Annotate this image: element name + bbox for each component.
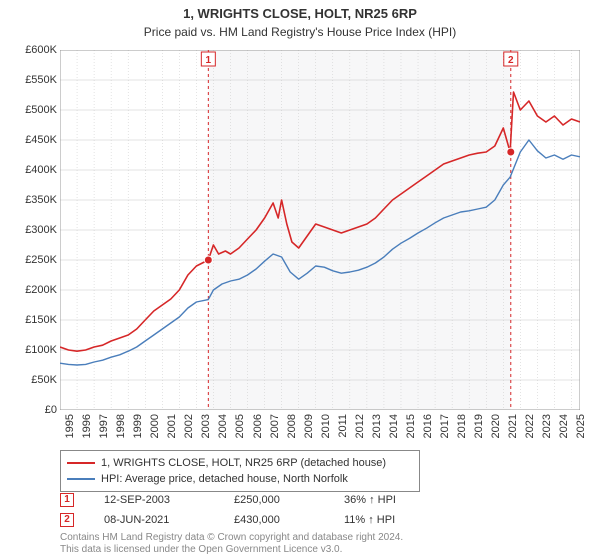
chart-container: 1, WRIGHTS CLOSE, HOLT, NR25 6RP Price p… bbox=[0, 0, 600, 560]
x-tick-label: 2019 bbox=[473, 414, 485, 438]
x-tick-label: 2010 bbox=[320, 414, 332, 438]
legend-label-subject: 1, WRIGHTS CLOSE, HOLT, NR25 6RP (detach… bbox=[101, 455, 386, 471]
y-tick-label: £600K bbox=[2, 44, 57, 56]
sale-row: 2 08-JUN-2021 £430,000 11% ↑ HPI bbox=[60, 510, 580, 530]
x-tick-label: 1999 bbox=[132, 414, 144, 438]
x-tick-label: 1998 bbox=[115, 414, 127, 438]
note-line-1: Contains HM Land Registry data © Crown c… bbox=[60, 532, 403, 544]
x-tick-label: 2024 bbox=[558, 414, 570, 438]
x-tick-label: 2025 bbox=[575, 414, 587, 438]
x-tick-label: 2003 bbox=[200, 414, 212, 438]
x-tick-label: 2020 bbox=[490, 414, 502, 438]
legend-item-subject: 1, WRIGHTS CLOSE, HOLT, NR25 6RP (detach… bbox=[67, 455, 413, 471]
plot-area: 12 £0£50K£100K£150K£200K£250K£300K£350K£… bbox=[60, 50, 580, 410]
chart-svg: 12 bbox=[60, 50, 580, 410]
x-tick-label: 2022 bbox=[524, 414, 536, 438]
sale-marker: 2 bbox=[60, 513, 74, 527]
x-tick-label: 1996 bbox=[81, 414, 93, 438]
x-tick-label: 2014 bbox=[388, 414, 400, 438]
legend-line-hpi bbox=[67, 478, 95, 480]
y-tick-label: £400K bbox=[2, 164, 57, 176]
x-tick-label: 2004 bbox=[217, 414, 229, 438]
x-tick-label: 2006 bbox=[252, 414, 264, 438]
sale-date: 12-SEP-2003 bbox=[104, 494, 204, 506]
x-tick-label: 2005 bbox=[234, 414, 246, 438]
x-tick-label: 2009 bbox=[303, 414, 315, 438]
x-tick-label: 2015 bbox=[405, 414, 417, 438]
sale-delta: 11% ↑ HPI bbox=[344, 514, 395, 526]
x-tick-label: 2017 bbox=[439, 414, 451, 438]
legend-line-subject bbox=[67, 462, 95, 464]
footer-notes: Contains HM Land Registry data © Crown c… bbox=[60, 532, 403, 556]
x-tick-label: 2012 bbox=[354, 414, 366, 438]
sale-row: 1 12-SEP-2003 £250,000 36% ↑ HPI bbox=[60, 490, 580, 510]
x-tick-label: 2011 bbox=[337, 414, 349, 438]
y-tick-label: £350K bbox=[2, 194, 57, 206]
y-tick-label: £200K bbox=[2, 284, 57, 296]
x-tick-label: 2013 bbox=[371, 414, 383, 438]
chart-title: 1, WRIGHTS CLOSE, HOLT, NR25 6RP bbox=[0, 0, 600, 21]
sale-price: £430,000 bbox=[234, 514, 314, 526]
y-tick-label: £0 bbox=[2, 404, 57, 416]
x-tick-label: 2007 bbox=[269, 414, 281, 438]
x-tick-label: 2023 bbox=[541, 414, 553, 438]
sale-price: £250,000 bbox=[234, 494, 314, 506]
x-tick-label: 2008 bbox=[286, 414, 298, 438]
x-tick-label: 2001 bbox=[166, 414, 178, 438]
x-tick-label: 1997 bbox=[98, 414, 110, 438]
y-tick-label: £500K bbox=[2, 104, 57, 116]
y-tick-label: £100K bbox=[2, 344, 57, 356]
sale-date: 08-JUN-2021 bbox=[104, 514, 204, 526]
legend-box: 1, WRIGHTS CLOSE, HOLT, NR25 6RP (detach… bbox=[60, 450, 420, 492]
svg-text:2: 2 bbox=[508, 55, 514, 66]
sale-marker: 1 bbox=[60, 493, 74, 507]
x-tick-label: 2000 bbox=[149, 414, 161, 438]
x-tick-label: 2018 bbox=[456, 414, 468, 438]
sale-delta: 36% ↑ HPI bbox=[344, 494, 396, 506]
y-tick-label: £550K bbox=[2, 74, 57, 86]
y-tick-label: £150K bbox=[2, 314, 57, 326]
x-tick-label: 1995 bbox=[64, 414, 76, 438]
y-tick-label: £300K bbox=[2, 224, 57, 236]
chart-subtitle: Price paid vs. HM Land Registry's House … bbox=[0, 21, 600, 39]
x-tick-label: 2016 bbox=[422, 414, 434, 438]
legend-item-hpi: HPI: Average price, detached house, Nort… bbox=[67, 471, 413, 487]
y-tick-label: £250K bbox=[2, 254, 57, 266]
legend-label-hpi: HPI: Average price, detached house, Nort… bbox=[101, 471, 348, 487]
x-tick-label: 2021 bbox=[507, 414, 519, 438]
svg-text:1: 1 bbox=[206, 55, 212, 66]
y-tick-label: £450K bbox=[2, 134, 57, 146]
x-tick-label: 2002 bbox=[183, 414, 195, 438]
sales-list: 1 12-SEP-2003 £250,000 36% ↑ HPI 2 08-JUN-202… bbox=[60, 490, 580, 530]
note-line-2: This data is licensed under the Open Gov… bbox=[60, 544, 403, 556]
y-tick-label: £50K bbox=[2, 374, 57, 386]
